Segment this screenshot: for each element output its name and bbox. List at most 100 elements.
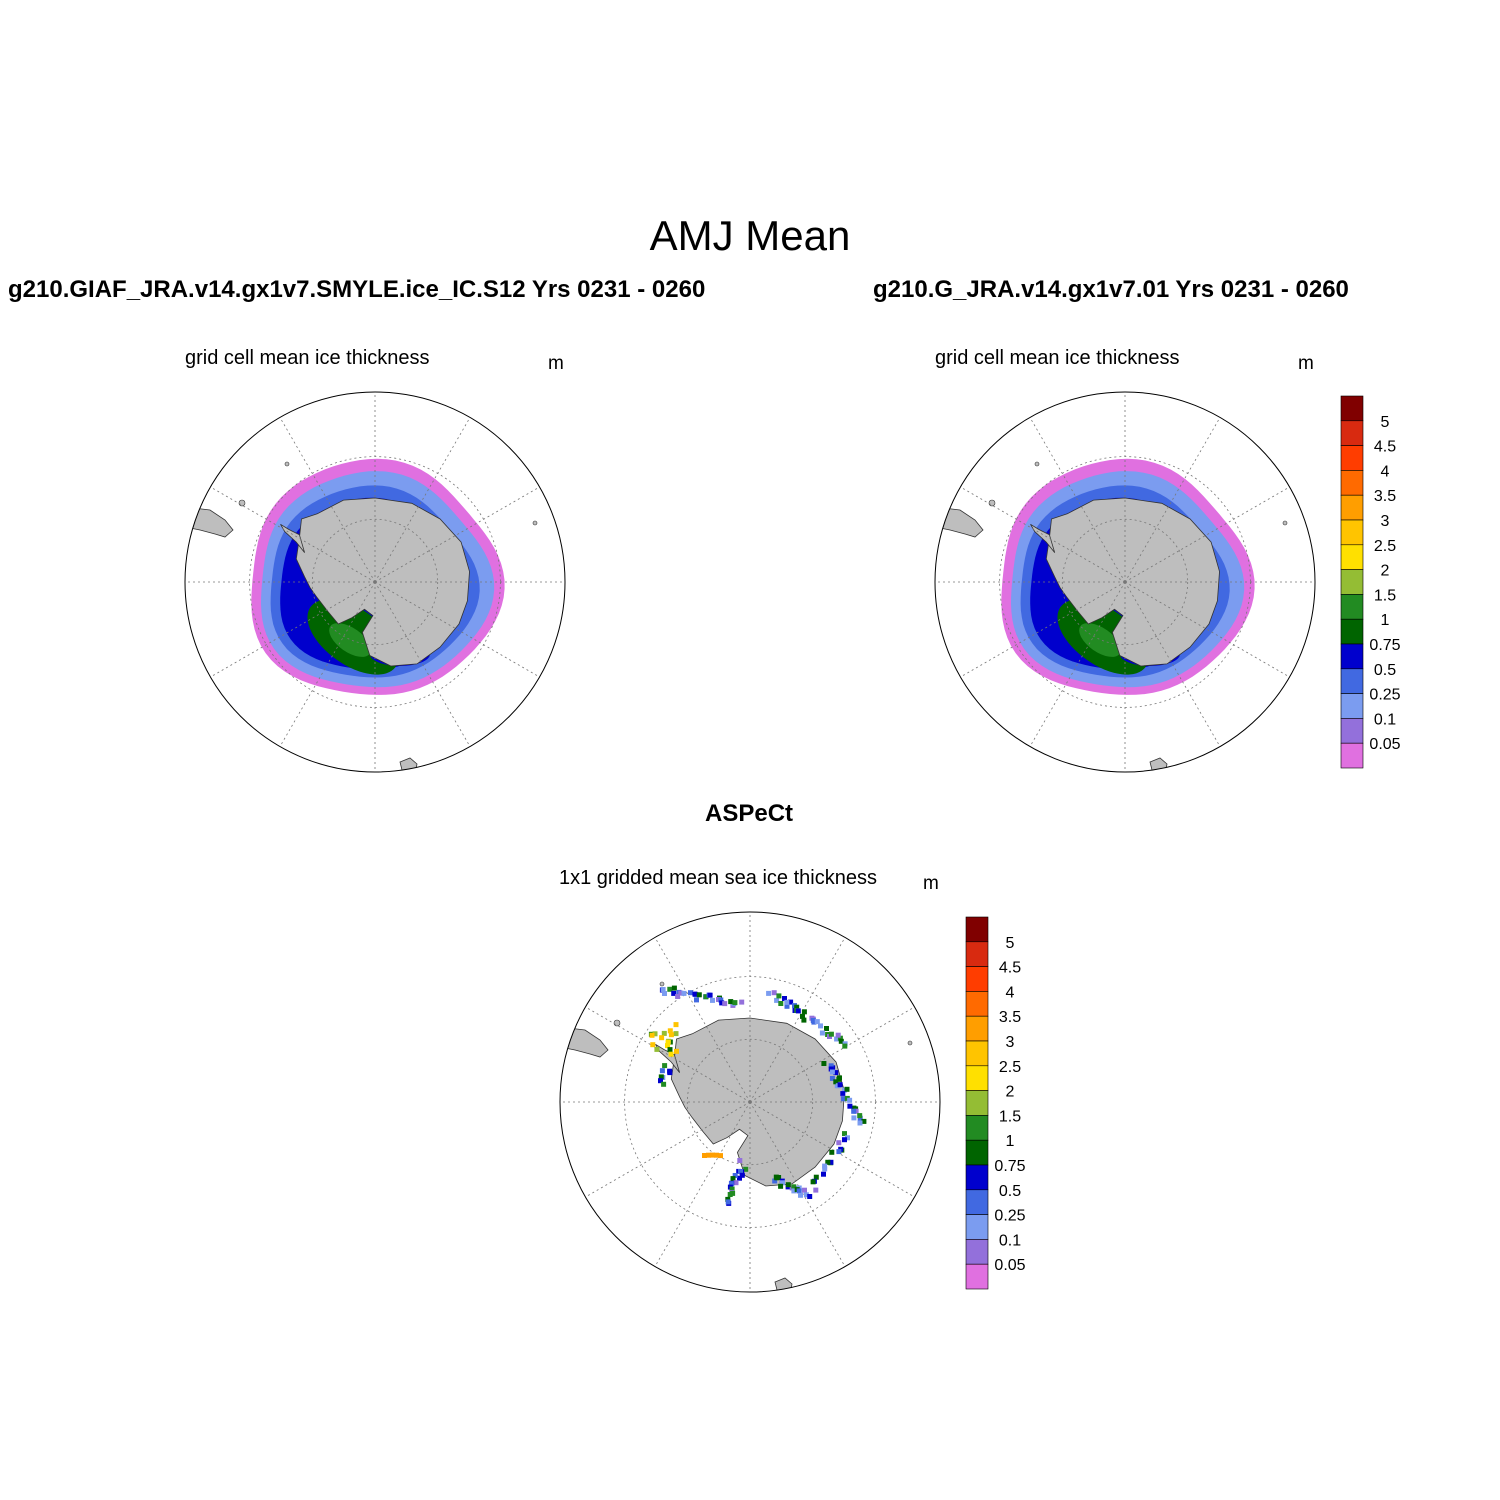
latitude-circle — [311, 518, 439, 646]
colorbar-label: 1 — [1006, 1133, 1015, 1150]
panel-3-subtitle: 1x1 gridded mean sea ice thickness — [559, 867, 877, 889]
obs-cell — [828, 1159, 834, 1165]
obs-thick-cell — [654, 1046, 660, 1052]
colorbar-label: 4.5 — [1374, 439, 1396, 456]
meridian-line — [654, 937, 751, 1103]
obs-thick-cell — [673, 1031, 679, 1037]
colorbar-label: 1 — [1381, 612, 1390, 629]
obs-cell — [833, 1070, 839, 1076]
colorbar-swatch — [1340, 420, 1364, 446]
obs-thick-cell — [659, 1035, 665, 1041]
map-border — [934, 391, 1316, 773]
obs-thick-cell — [650, 1042, 656, 1048]
meridian-line — [749, 937, 846, 1103]
obs-cell — [847, 1103, 853, 1109]
meridian-line — [374, 486, 540, 583]
latitude-circle — [624, 976, 876, 1228]
obs-cell — [819, 1030, 825, 1036]
panel-2-run-title: g210.G_JRA.v14.gx1v7.01 Yrs 0231 - 0260 — [873, 276, 1349, 303]
colorbar-swatch — [1340, 445, 1364, 471]
island — [1282, 520, 1288, 526]
obs-cell — [857, 1120, 863, 1126]
island — [284, 461, 290, 467]
obs-thick-cell — [665, 1039, 671, 1045]
obs-cell — [821, 1171, 826, 1177]
meridian-line — [279, 417, 376, 583]
ross-thicker-ice — [1079, 623, 1121, 657]
obs-cell — [794, 1004, 800, 1010]
obs-cell — [659, 1068, 665, 1074]
colorbar-label: 3.5 — [1374, 488, 1396, 505]
obs-cell — [845, 1135, 850, 1141]
meridian-line — [960, 486, 1126, 583]
colorbar-label: 0.1 — [1374, 711, 1396, 728]
obs-cell — [825, 1159, 831, 1165]
obs-cell — [847, 1097, 853, 1103]
colorbar-label: 0.25 — [1369, 687, 1400, 704]
latitude-circle — [686, 1038, 814, 1166]
obs-cell — [837, 1035, 843, 1041]
obs-cell — [694, 997, 699, 1003]
colorbar-label: 2 — [1381, 563, 1390, 580]
colorbar-label: 3 — [1006, 1034, 1015, 1051]
obs-cell — [851, 1108, 857, 1114]
obs-thick-cell — [668, 1051, 674, 1057]
obs-cell — [671, 985, 677, 991]
obs-cell — [810, 1018, 816, 1023]
colorbar-swatch — [1340, 395, 1364, 422]
meridian-line — [1124, 581, 1221, 747]
obs-thick-cell — [661, 1030, 667, 1036]
ross-thicker-ice — [329, 623, 371, 657]
meridian-line — [585, 1101, 751, 1198]
obs-cell — [818, 1023, 823, 1029]
obs-cell — [725, 1199, 731, 1205]
obs-cell — [675, 994, 681, 999]
obs-cell — [667, 986, 673, 992]
meridian-line — [1124, 486, 1290, 583]
obs-cell — [662, 1063, 668, 1069]
colorbar-swatch — [1340, 742, 1364, 769]
obs-cell — [661, 1081, 667, 1087]
obs-cell — [810, 1179, 816, 1185]
meridian-line — [749, 1101, 846, 1267]
antarctica-land — [1045, 497, 1220, 667]
meridian-line — [585, 1006, 751, 1103]
colorbar-label: 5 — [1006, 935, 1015, 952]
colorbar-label: 0.05 — [1369, 736, 1400, 753]
obs-cell — [844, 1086, 850, 1092]
antarctica-land — [295, 497, 470, 667]
colorbar-swatch — [965, 1239, 989, 1265]
obs-cell — [851, 1115, 857, 1121]
obs-cell — [835, 1032, 841, 1038]
meridian-line — [374, 417, 471, 583]
obs-thick-cell — [710, 1152, 715, 1158]
colorbar-swatch — [965, 941, 989, 967]
obs-cell — [829, 1075, 835, 1081]
polar-map-3 — [559, 911, 941, 1293]
map-border — [559, 911, 941, 1293]
panel-3-title: ASPeCt — [705, 800, 794, 827]
island — [988, 499, 996, 507]
obs-cell — [774, 1175, 780, 1181]
obs-cell — [688, 990, 693, 996]
meridian-line — [1029, 581, 1126, 747]
colorbar-swatch — [965, 966, 989, 992]
colorbar-label: 0.75 — [1369, 637, 1400, 654]
obs-thick-cell — [673, 1022, 679, 1028]
meridian-line — [749, 1006, 915, 1103]
obs-cell — [803, 1192, 809, 1198]
colorbar-swatch — [965, 1263, 989, 1290]
colorbar-swatch — [965, 916, 989, 943]
obs-thick-cell — [674, 1048, 679, 1054]
meridian-line — [210, 581, 376, 678]
obs-cell — [802, 1187, 807, 1193]
obs-cell — [728, 999, 734, 1005]
panel-1-subtitle: grid cell mean ice thickness — [185, 347, 430, 369]
colorbar-swatch — [1340, 594, 1364, 620]
obs-cell — [837, 1082, 843, 1088]
obs-cell — [836, 1140, 842, 1146]
obs-cell — [730, 1176, 736, 1182]
colorbar-label: 4 — [1381, 463, 1390, 480]
obs-cell — [733, 1180, 739, 1186]
colorbar-swatch — [1340, 718, 1364, 744]
